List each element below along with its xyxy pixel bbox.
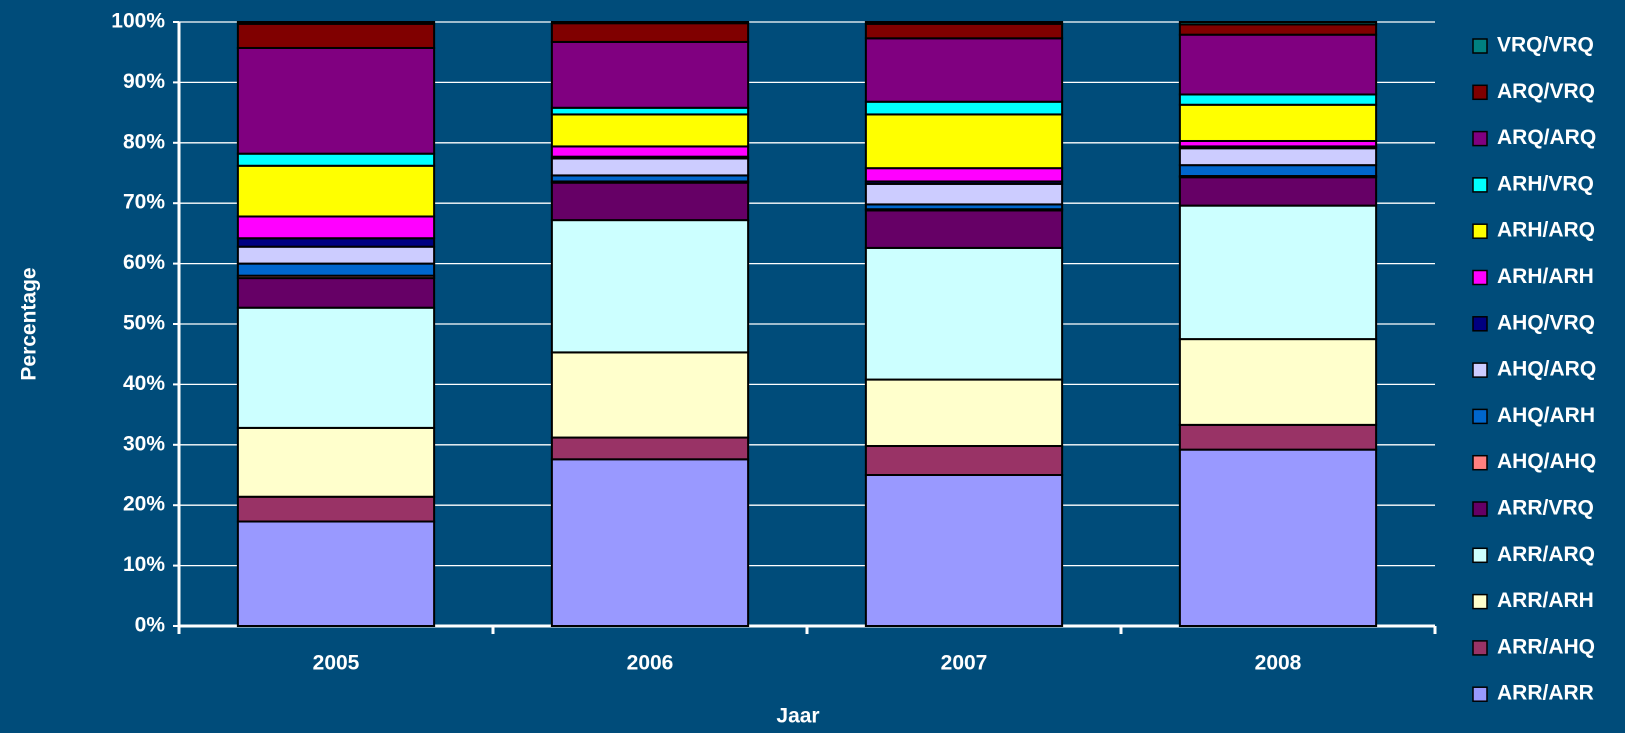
bar-segment — [236, 152, 436, 167]
bar-segment — [1178, 33, 1378, 96]
y-tick-label: 90% — [123, 70, 165, 93]
legend-label: ARH/ARH — [1497, 265, 1594, 288]
bar-segment — [550, 181, 750, 222]
bar-segment — [236, 245, 436, 265]
legend-label: ARR/ARH — [1497, 589, 1594, 612]
bar-segment — [550, 145, 750, 158]
legend-label: ARR/ARQ — [1497, 543, 1595, 566]
bar-segment — [1178, 176, 1378, 207]
bar-segment — [236, 306, 436, 429]
x-tick-label: 2007 — [941, 652, 988, 675]
legend-swatch — [1472, 223, 1488, 239]
bar-segment — [236, 262, 436, 277]
legend-label: AHQ/AHQ — [1497, 450, 1596, 473]
bar-segment — [550, 40, 750, 109]
bar-segment — [550, 458, 750, 627]
bar-segment — [236, 237, 436, 248]
bar-segment — [236, 277, 436, 309]
bar-segment — [1178, 147, 1378, 167]
legend-label: ARH/VRQ — [1497, 172, 1594, 195]
x-axis-title: Jaar — [776, 705, 819, 728]
legend-swatch — [1472, 408, 1488, 425]
legend-swatch — [1472, 454, 1488, 471]
legend-swatch — [1472, 84, 1488, 101]
bar-segment — [1178, 448, 1378, 627]
x-tick-label: 2008 — [1255, 652, 1302, 675]
y-tick-label: 40% — [123, 372, 165, 395]
bar-segment — [864, 37, 1064, 103]
legend-swatch — [1472, 501, 1488, 517]
legend-label: ARH/ARQ — [1497, 219, 1595, 242]
legend-label: ARR/VRQ — [1497, 497, 1594, 520]
bar-segment — [1178, 21, 1378, 26]
bar-segment — [864, 22, 1064, 40]
bar-segment — [1178, 93, 1378, 106]
y-tick-label: 20% — [123, 493, 165, 516]
bar-segment — [550, 157, 750, 177]
bar-segment — [864, 21, 1064, 25]
bar-segment — [864, 209, 1064, 249]
legend-swatch — [1472, 177, 1488, 193]
bar-segment — [550, 219, 750, 354]
legend-label: VRQ/VRQ — [1497, 34, 1594, 57]
legend-swatch — [1472, 593, 1488, 610]
bar-segment — [1178, 23, 1378, 36]
legend-swatch — [1472, 269, 1488, 286]
bar-segment — [236, 22, 436, 49]
bar-segment — [864, 167, 1064, 183]
legend-swatch — [1472, 547, 1488, 564]
legend-swatch — [1472, 130, 1488, 147]
bar-segment — [236, 495, 436, 523]
bar-segment — [550, 22, 750, 43]
legend-label: AHQ/ARH — [1497, 404, 1595, 427]
bar-segment — [1178, 423, 1378, 451]
bar-segment — [1178, 204, 1378, 341]
x-tick-label: 2006 — [627, 652, 674, 675]
bar-segment — [236, 164, 436, 218]
y-tick-label: 80% — [123, 130, 165, 153]
x-tick-label: 2005 — [313, 652, 360, 675]
y-tick-label: 30% — [123, 432, 165, 455]
bar-segment — [864, 378, 1064, 448]
bar-segment — [236, 426, 436, 498]
bar-segment — [1178, 164, 1378, 178]
y-axis-title: Percentage — [18, 267, 41, 380]
bar-segment — [236, 215, 436, 240]
legend-label: ARR/AHQ — [1497, 635, 1595, 658]
legend-label: AHQ/VRQ — [1497, 311, 1595, 334]
bar-segment — [236, 520, 436, 627]
bar-segment — [864, 100, 1064, 116]
bar-segment — [864, 113, 1064, 170]
bar-segment — [550, 113, 750, 148]
legend-label: ARQ/VRQ — [1497, 80, 1595, 103]
bar-segment — [236, 21, 436, 25]
bar-segment — [1178, 103, 1378, 142]
bar-segment — [1178, 338, 1378, 426]
bar-segment — [864, 246, 1064, 381]
legend-swatch — [1472, 640, 1488, 656]
legend-swatch — [1472, 316, 1488, 332]
legend-label: ARR/ARR — [1497, 682, 1594, 705]
y-tick-label: 50% — [123, 312, 165, 335]
legend-swatch — [1472, 38, 1488, 54]
bar-segment — [864, 474, 1064, 627]
legend-label: AHQ/ARQ — [1497, 358, 1596, 381]
bar-segment — [550, 436, 750, 461]
y-tick-label: 70% — [123, 191, 165, 214]
bar-segment — [236, 46, 436, 155]
y-tick-label: 10% — [123, 553, 165, 576]
legend-swatch — [1472, 686, 1488, 702]
y-tick-label: 100% — [111, 10, 165, 33]
bar-segment — [550, 351, 750, 439]
legend-label: ARQ/ARQ — [1497, 126, 1596, 149]
y-tick-label: 60% — [123, 251, 165, 274]
bar-segment — [864, 445, 1064, 476]
y-tick-label: 0% — [135, 614, 166, 637]
bar-segment — [864, 182, 1064, 206]
bar-segment — [550, 21, 750, 25]
legend-swatch — [1472, 362, 1488, 378]
